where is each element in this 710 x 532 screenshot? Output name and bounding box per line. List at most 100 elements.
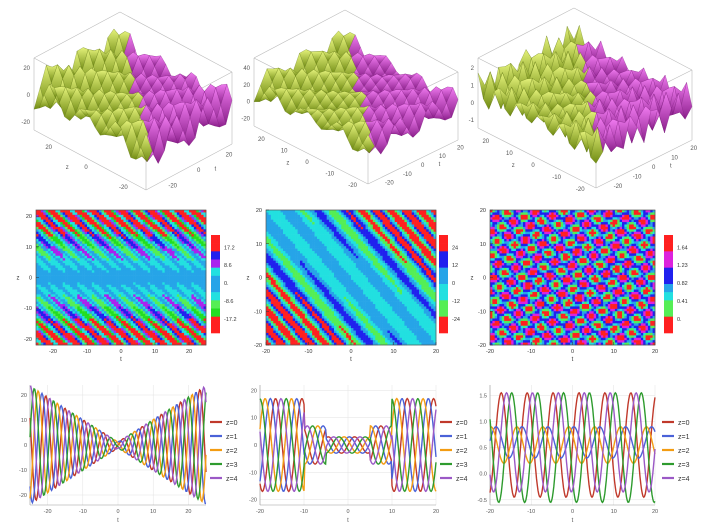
density-cell	[138, 222, 141, 225]
density-cell	[50, 214, 54, 218]
density-cell	[99, 291, 102, 295]
density-cell	[121, 287, 124, 290]
density-cell	[130, 294, 134, 298]
density-cell	[36, 282, 39, 286]
density-cell	[87, 241, 90, 245]
density-cell	[128, 260, 132, 264]
density-cell	[57, 231, 61, 235]
density-cell	[96, 250, 100, 254]
density-cell	[55, 260, 59, 264]
density-cell	[147, 328, 151, 331]
density-cell	[145, 263, 149, 266]
density-cell	[116, 224, 119, 228]
density-cell	[101, 241, 105, 245]
density-cell	[147, 219, 151, 223]
density-cell	[201, 270, 204, 273]
density-cell	[87, 318, 90, 322]
density-cell	[77, 275, 81, 278]
density-cell	[101, 320, 105, 324]
density-cell	[118, 222, 122, 225]
density-cell	[201, 267, 204, 271]
density-cell	[121, 238, 124, 242]
density-cell	[82, 275, 85, 278]
density-cell	[62, 263, 66, 266]
density-cell	[196, 222, 200, 225]
density-cell	[84, 238, 88, 242]
density-cell	[176, 282, 180, 286]
density-cell	[169, 219, 173, 223]
density-cell	[55, 318, 59, 322]
density-cell	[140, 229, 144, 232]
density-cell	[155, 219, 158, 223]
density-cell	[99, 253, 102, 257]
density-cell	[123, 335, 127, 339]
density-cell	[116, 282, 119, 286]
density-cell	[48, 226, 51, 230]
density-cell	[87, 243, 90, 247]
density-cell	[176, 260, 180, 264]
density-cell	[152, 267, 156, 271]
density-cell	[89, 337, 93, 341]
density-cell	[155, 318, 158, 322]
density-cell	[145, 265, 149, 269]
density-cell	[140, 238, 144, 242]
density-cell	[89, 219, 93, 223]
density-cell	[104, 246, 107, 249]
density-cell	[142, 255, 146, 259]
density-cell	[157, 337, 161, 341]
density-cell	[38, 222, 42, 225]
density-cell	[135, 306, 139, 310]
density-cell	[157, 270, 161, 273]
density-cell	[266, 255, 269, 259]
density-cell	[45, 316, 49, 319]
density-cell	[55, 210, 59, 213]
density-cell	[36, 291, 39, 295]
density-cell	[155, 248, 158, 252]
density-cell	[201, 289, 204, 293]
density-cell	[111, 311, 115, 314]
density-cell	[198, 214, 202, 218]
density-cell	[60, 243, 64, 247]
density-cell	[104, 224, 107, 228]
density-cell	[48, 335, 51, 339]
density-cell	[125, 335, 129, 339]
density-cell	[87, 214, 90, 218]
density-cell	[159, 243, 163, 247]
density-cell	[108, 316, 112, 319]
density-cell	[101, 250, 105, 254]
density-cell	[48, 250, 51, 254]
density-cell	[36, 243, 39, 247]
density-cell	[113, 217, 117, 220]
density-cell	[40, 250, 44, 254]
density-cell	[87, 304, 90, 307]
density-cell	[181, 289, 185, 293]
density-cell	[82, 318, 85, 322]
density-cell	[145, 238, 149, 242]
density-cell	[198, 320, 202, 324]
density-cell	[174, 265, 178, 269]
density-cell	[196, 340, 200, 343]
density-cell	[172, 299, 175, 302]
density-cell	[130, 258, 134, 261]
x-tick-label: 10	[281, 148, 288, 154]
density-cell	[50, 311, 54, 314]
density-cell	[172, 229, 175, 232]
density-cell	[150, 270, 153, 273]
density-cell	[133, 224, 136, 228]
density-cell	[167, 330, 170, 334]
density-cell	[67, 243, 71, 247]
density-cell	[201, 308, 204, 312]
density-cell	[266, 265, 269, 269]
density-cell	[101, 294, 105, 298]
density-cell	[50, 325, 54, 329]
density-cell	[50, 279, 54, 283]
density-cell	[77, 267, 81, 271]
density-cell	[179, 267, 183, 271]
density-cell	[157, 234, 161, 237]
density-cell	[50, 313, 54, 317]
density-cell	[84, 313, 88, 317]
density-cell	[167, 258, 170, 261]
density-cell	[106, 231, 110, 235]
density-cell	[189, 294, 192, 298]
density-cell	[96, 222, 100, 225]
